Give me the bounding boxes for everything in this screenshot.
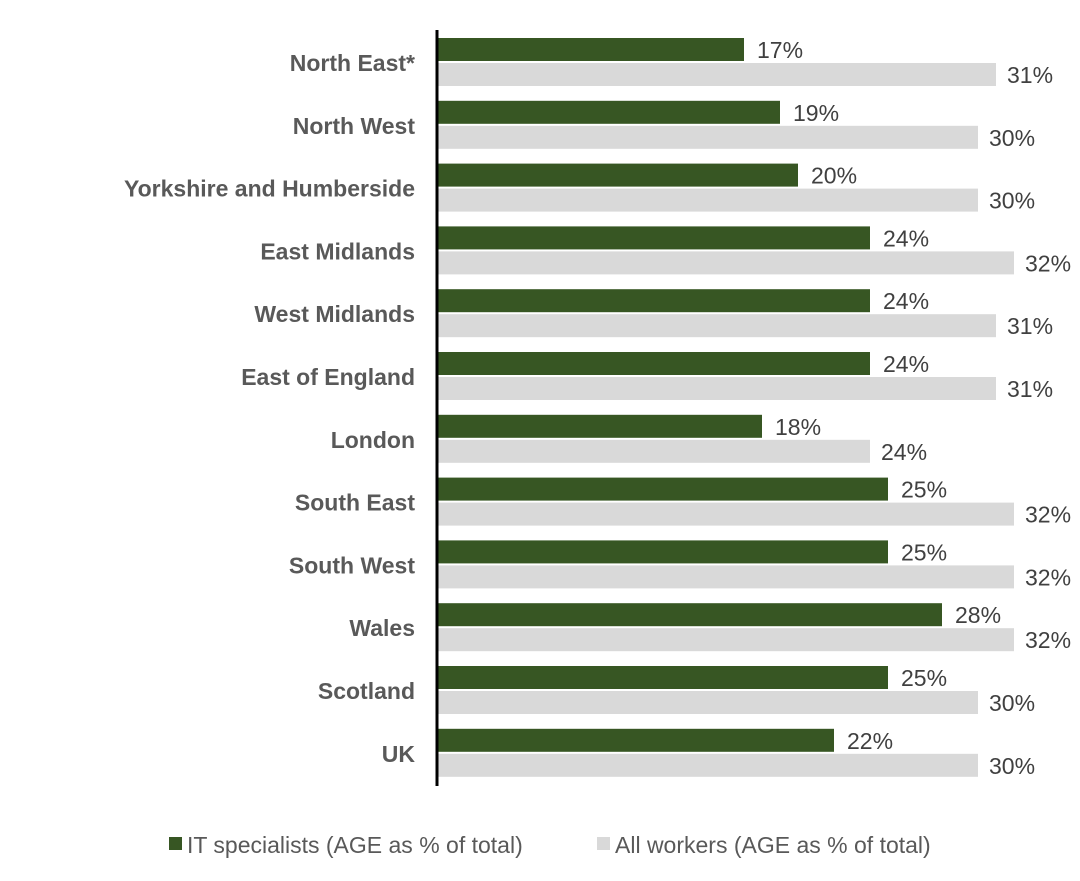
bar-it-specialists	[438, 477, 888, 501]
bar-all-workers	[438, 502, 1014, 526]
data-label-all-workers: 30%	[989, 690, 1035, 716]
data-label-all-workers: 32%	[1025, 502, 1071, 528]
data-label-all-workers: 31%	[1007, 62, 1053, 88]
data-label-it-specialists: 24%	[883, 288, 929, 314]
data-label-all-workers: 32%	[1025, 627, 1071, 653]
category-label: North West	[293, 113, 416, 139]
category-label: Wales	[349, 615, 415, 641]
bar-all-workers	[438, 691, 978, 714]
bar-it-specialists	[438, 226, 870, 250]
data-label-it-specialists: 24%	[883, 225, 929, 251]
legend-swatch-it-specialists	[169, 837, 182, 850]
data-label-all-workers: 30%	[989, 753, 1035, 779]
bar-it-specialists	[438, 100, 780, 124]
bar-it-specialists	[438, 603, 942, 627]
legend-label-it-specialists: IT specialists (AGE as % of total)	[187, 832, 523, 858]
data-label-it-specialists: 18%	[775, 414, 821, 440]
category-label: UK	[382, 741, 416, 767]
category-label: North East*	[290, 50, 415, 76]
bar-all-workers	[438, 251, 1014, 275]
category-label: Scotland	[318, 678, 415, 704]
legend-label-all-workers: All workers (AGE as % of total)	[615, 832, 931, 858]
data-label-it-specialists: 25%	[901, 665, 947, 691]
data-label-all-workers: 30%	[989, 188, 1035, 214]
data-label-it-specialists: 25%	[901, 539, 947, 565]
data-label-all-workers: 24%	[881, 439, 927, 465]
data-label-it-specialists: 19%	[793, 100, 839, 126]
data-label-it-specialists: 20%	[811, 163, 857, 189]
data-label-all-workers: 31%	[1007, 313, 1053, 339]
bar-all-workers	[438, 188, 978, 212]
bar-all-workers	[438, 628, 1014, 652]
category-label: South West	[289, 552, 415, 578]
data-label-it-specialists: 25%	[901, 477, 947, 503]
bar-it-specialists	[438, 289, 870, 313]
bar-it-specialists	[438, 540, 888, 564]
bar-it-specialists	[438, 163, 798, 187]
bar-all-workers	[438, 439, 870, 463]
bar-it-specialists	[438, 666, 888, 689]
category-label: South East	[295, 490, 415, 516]
category-label: East of England	[241, 364, 415, 390]
category-label: London	[331, 427, 415, 453]
labels-layer: North East* 17% 31% North West 19% 30% Yorkshi…	[124, 37, 1071, 779]
bar-all-workers	[438, 125, 978, 149]
legend: IT specialists (AGE as % of total) All wo…	[169, 832, 931, 858]
data-label-all-workers: 30%	[989, 125, 1035, 151]
legend-swatch-all-workers	[597, 837, 610, 850]
data-label-it-specialists: 17%	[757, 37, 803, 63]
bar-it-specialists	[438, 414, 762, 438]
bar-it-specialists	[438, 38, 744, 61]
bar-it-specialists	[438, 728, 834, 752]
data-label-it-specialists: 22%	[847, 728, 893, 754]
data-label-all-workers: 32%	[1025, 250, 1071, 276]
bars-layer	[438, 38, 1014, 777]
data-label-it-specialists: 24%	[883, 351, 929, 377]
bar-all-workers	[438, 377, 996, 400]
category-label: West Midlands	[254, 301, 415, 327]
bar-all-workers	[438, 63, 996, 86]
data-label-it-specialists: 28%	[955, 602, 1001, 628]
category-label: Yorkshire and Humberside	[124, 176, 415, 202]
bar-all-workers	[438, 565, 1014, 589]
category-label: East Midlands	[260, 238, 415, 264]
bar-all-workers	[438, 753, 978, 777]
bar-it-specialists	[438, 352, 870, 375]
data-label-all-workers: 32%	[1025, 564, 1071, 590]
bar-all-workers	[438, 314, 996, 338]
data-label-all-workers: 31%	[1007, 376, 1053, 402]
